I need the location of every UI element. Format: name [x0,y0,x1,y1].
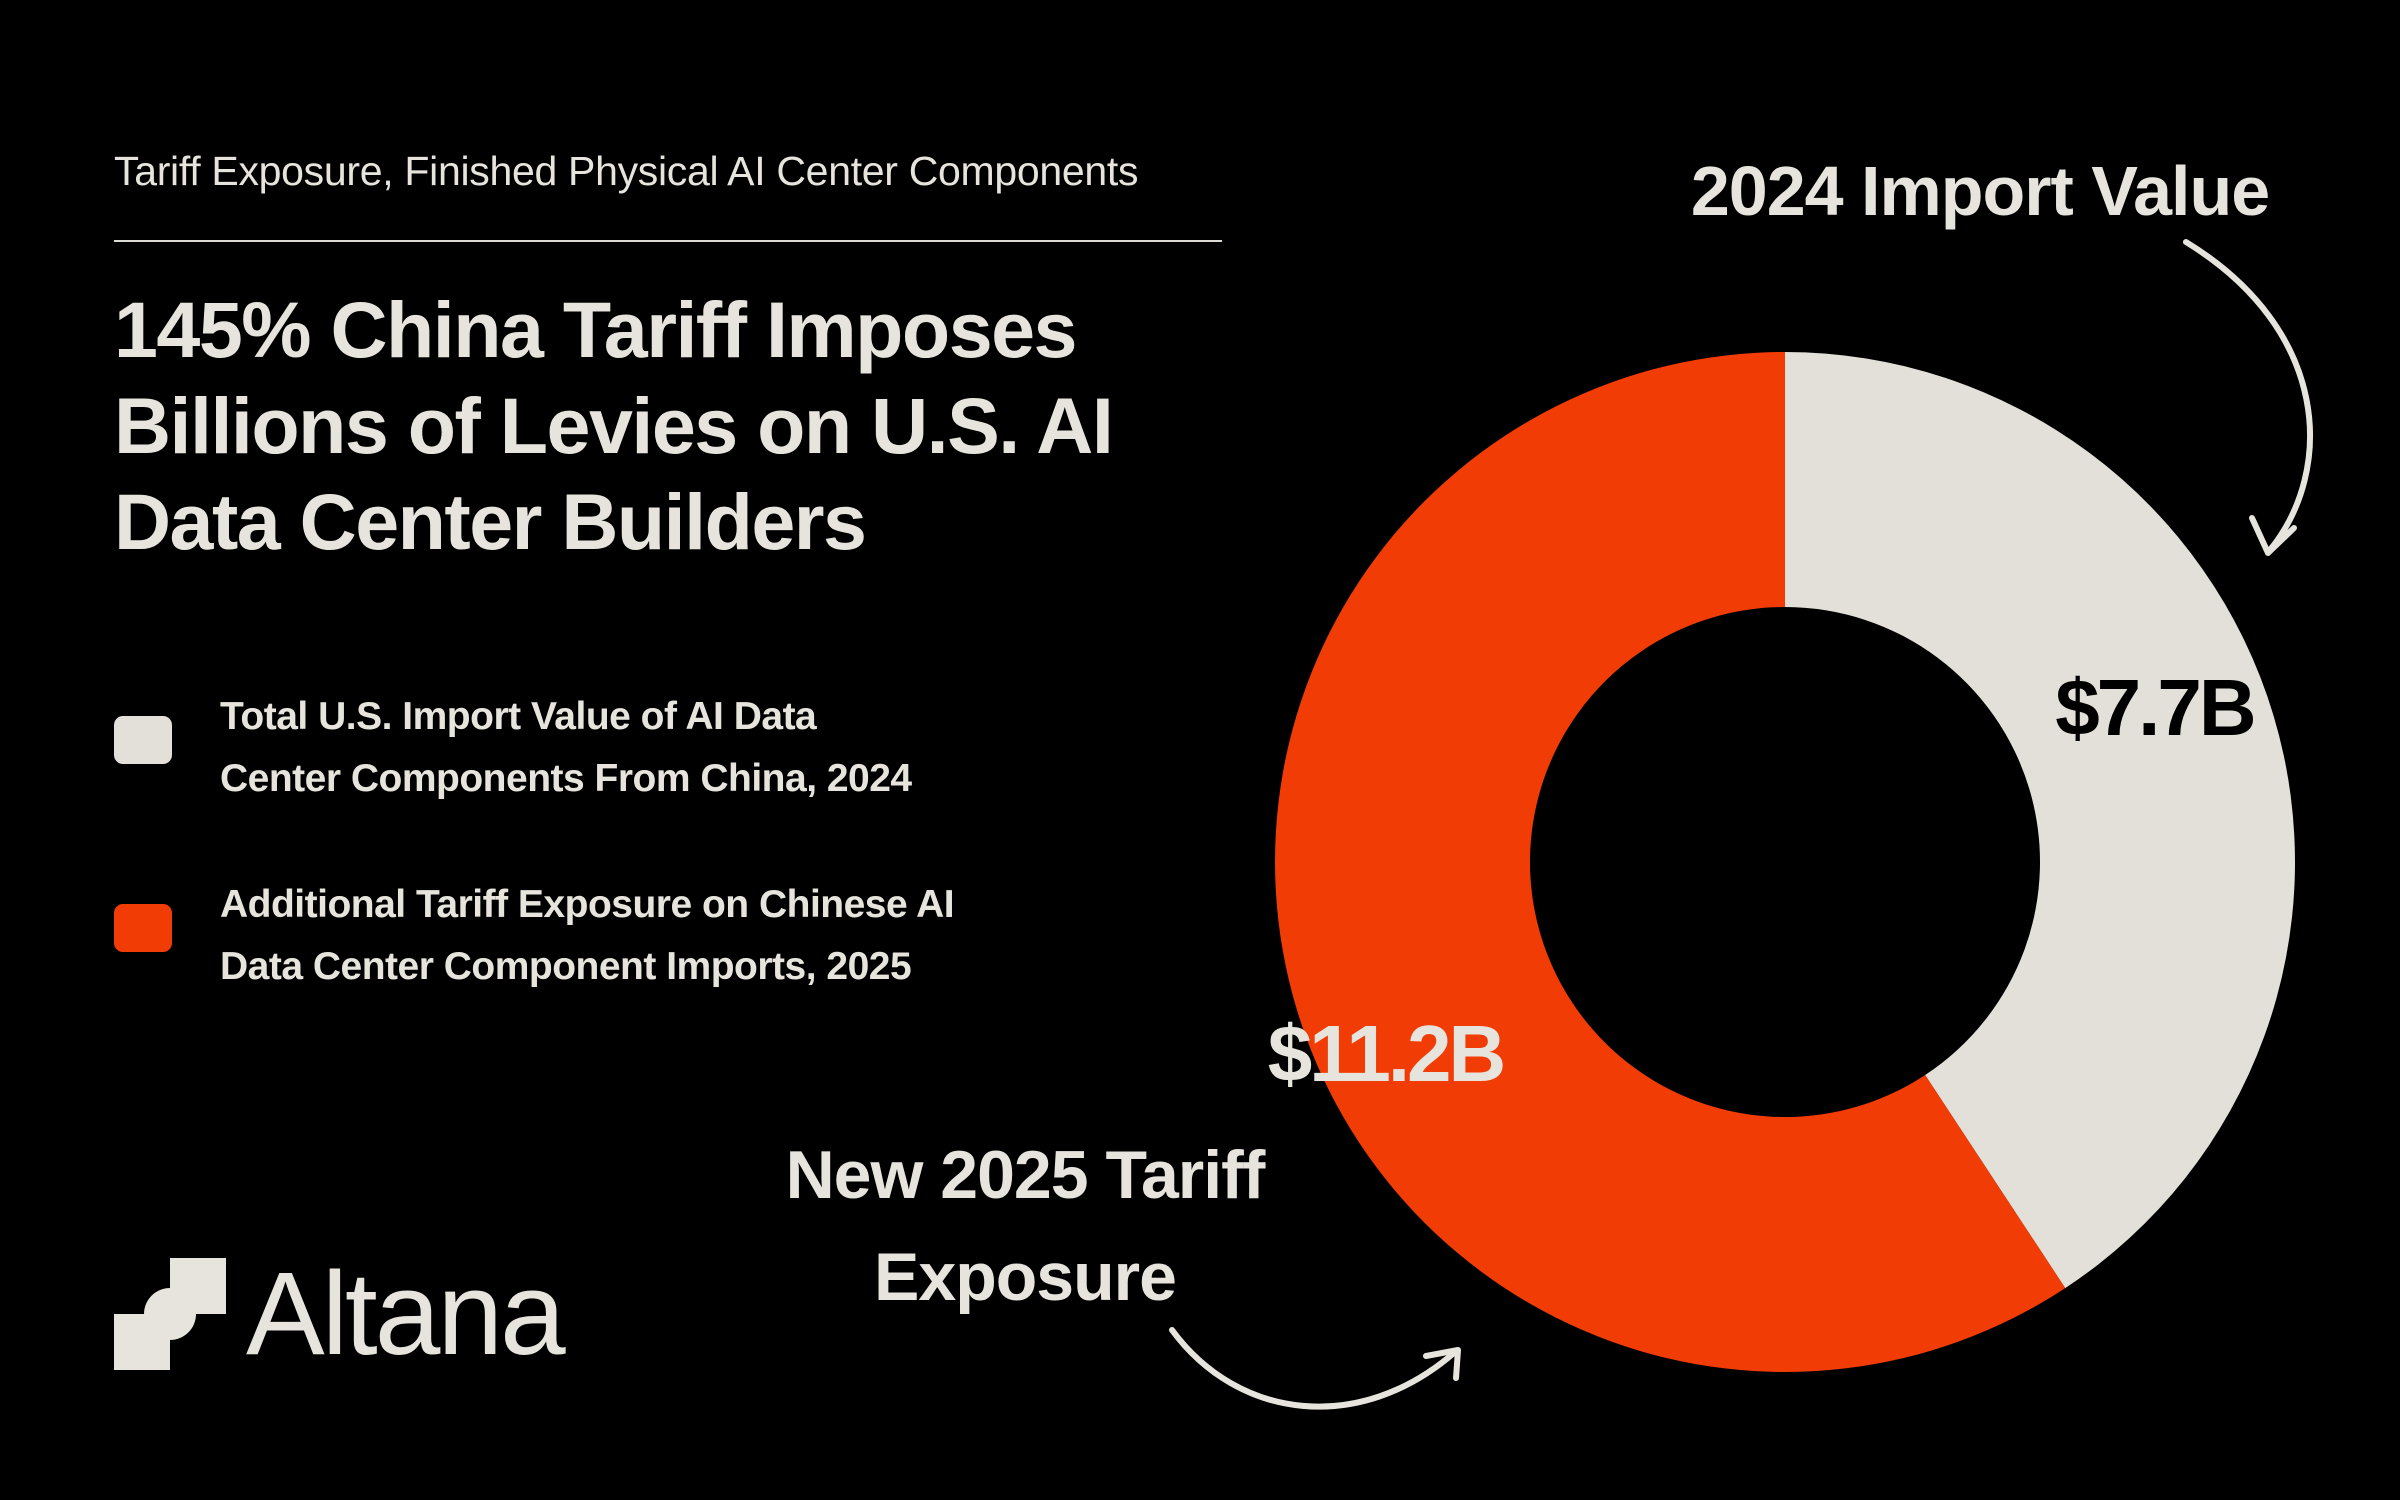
legend-line: Total U.S. Import Value of AI Data [220,695,817,738]
tariff-callout-line: Exposure [874,1239,1177,1315]
legend-line: Center Components From China, 2024 [220,757,912,800]
import-callout-arrow [2183,239,2313,553]
altana-logo-icon [114,1258,226,1370]
slice-value-label-0: $7.7B [2055,663,2254,752]
import-callout-label: 2024 Import Value [1690,152,2270,230]
tariff-callout-arrowhead [1423,1347,1461,1381]
tariff-callout-arrow [1169,1327,1458,1410]
donut-slice-1 [1275,352,2066,1372]
eyebrow-subtitle: Tariff Exposure, Finished Physical AI Ce… [114,148,1139,194]
import-callout-arrowhead [2249,515,2297,556]
donut-slice-0 [1785,352,2295,1289]
legend-swatch-import [114,716,172,764]
logo-wordmark: Altana [246,1248,566,1380]
headline-line: Data Center Builders [114,477,867,566]
slice-value-label-1: $11.2B [1268,1009,1504,1098]
import-callout: 2024 Import Value [1670,150,2290,232]
tariff-callout-line: New 2025 Tariff [785,1137,1266,1213]
legend-item-tariff: Additional Tariff Exposure on Chinese AI… [114,874,955,998]
chart-headline: 145% China Tariff Imposes Billions of Le… [114,282,1214,570]
header-divider [114,240,1222,242]
headline-line: Billions of Levies on U.S. AI [114,381,1114,470]
legend-item-import: Total U.S. Import Value of AI Data Cente… [114,686,912,810]
tariff-callout: New 2025 Tariff Exposure [735,1124,1315,1328]
altana-logo: Altana [114,1248,566,1380]
legend-label-import: Total U.S. Import Value of AI Data Cente… [220,686,912,810]
legend-label-tariff: Additional Tariff Exposure on Chinese AI… [220,874,955,998]
headline-line: 145% China Tariff Imposes [114,285,1078,374]
legend-swatch-tariff [114,904,172,952]
legend-line: Data Center Component Imports, 2025 [220,945,912,988]
legend-line: Additional Tariff Exposure on Chinese AI [220,883,955,926]
